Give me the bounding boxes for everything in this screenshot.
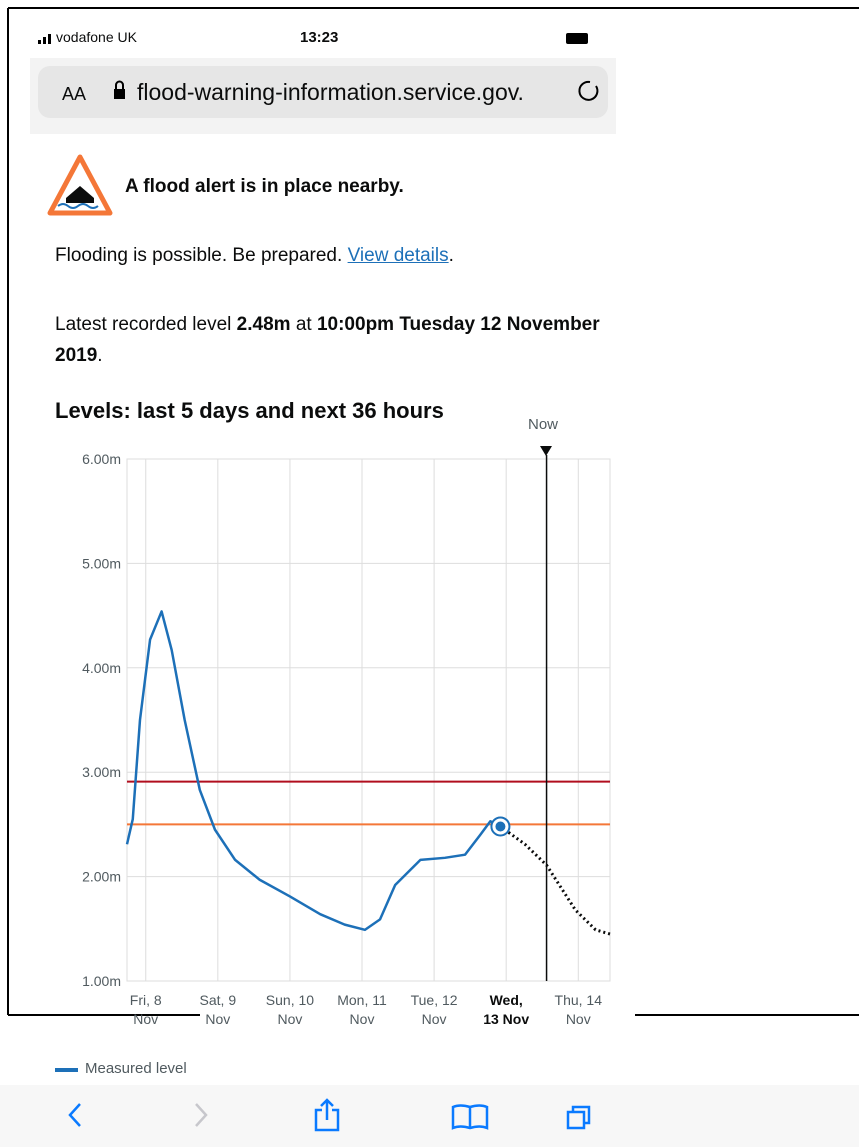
alert-title: A flood alert is in place nearby. [125, 176, 404, 198]
x-tick-label: Sun, 10 Nov [250, 991, 330, 1029]
toolbar [0, 1085, 859, 1147]
y-tick-label: 5.00m [82, 555, 121, 571]
latest-level: 2.48m [237, 314, 291, 335]
x-tick-label: Thu, 14 Nov [538, 991, 618, 1029]
alert-icon [50, 157, 110, 213]
now-label: Now [528, 416, 558, 433]
clock: 13:23 [300, 29, 338, 46]
plot-area [127, 459, 610, 981]
screen: 1.00m 2.00m 3.00m 4.00m 5.00m 6.00m [0, 0, 859, 1147]
legend-label: Measured level [85, 1060, 187, 1077]
view-details-link[interactable]: View details [348, 245, 449, 266]
y-tick-label: 6.00m [82, 451, 121, 467]
latest-point-core [495, 821, 505, 831]
y-tick-label: 1.00m [82, 973, 121, 989]
y-tick-label: 2.00m [82, 869, 121, 885]
x-tick-label: Fri, 8 Nov [106, 991, 186, 1029]
series-line [500, 826, 610, 934]
latest-prefix: Latest recorded level [55, 314, 231, 335]
url[interactable]: flood-warning-information.service.gov. [137, 79, 524, 106]
message: Flooding is possible. Be prepared. View … [55, 245, 454, 267]
latest: Latest recorded level 2.48m at 10:00pm T… [55, 309, 615, 371]
latest-end: . [97, 345, 102, 366]
carrier: vodafone UK [56, 29, 137, 45]
text-size-button[interactable]: AA [62, 84, 86, 105]
x-tick-label: Wed, 13 Nov [466, 991, 546, 1029]
x-tick-label: Sat, 9 Nov [178, 991, 258, 1029]
chart-title: Levels: last 5 days and next 36 hours [55, 398, 444, 424]
message-text: Flooding is possible. Be prepared. [55, 245, 342, 266]
x-tick-label: Mon, 11 Nov [322, 991, 402, 1029]
message-end: . [449, 245, 454, 266]
latest-at: at [296, 314, 312, 335]
series-line [127, 611, 500, 929]
signal-icon [38, 34, 51, 44]
now-marker [540, 446, 552, 456]
x-tick-label: Tue, 12 Nov [394, 991, 474, 1029]
y-tick-label: 4.00m [82, 660, 121, 676]
y-tick-label: 3.00m [82, 764, 121, 780]
page: 1.00m 2.00m 3.00m 4.00m 5.00m 6.00m vodafone … [0, 0, 859, 1147]
battery-icon [566, 33, 588, 44]
